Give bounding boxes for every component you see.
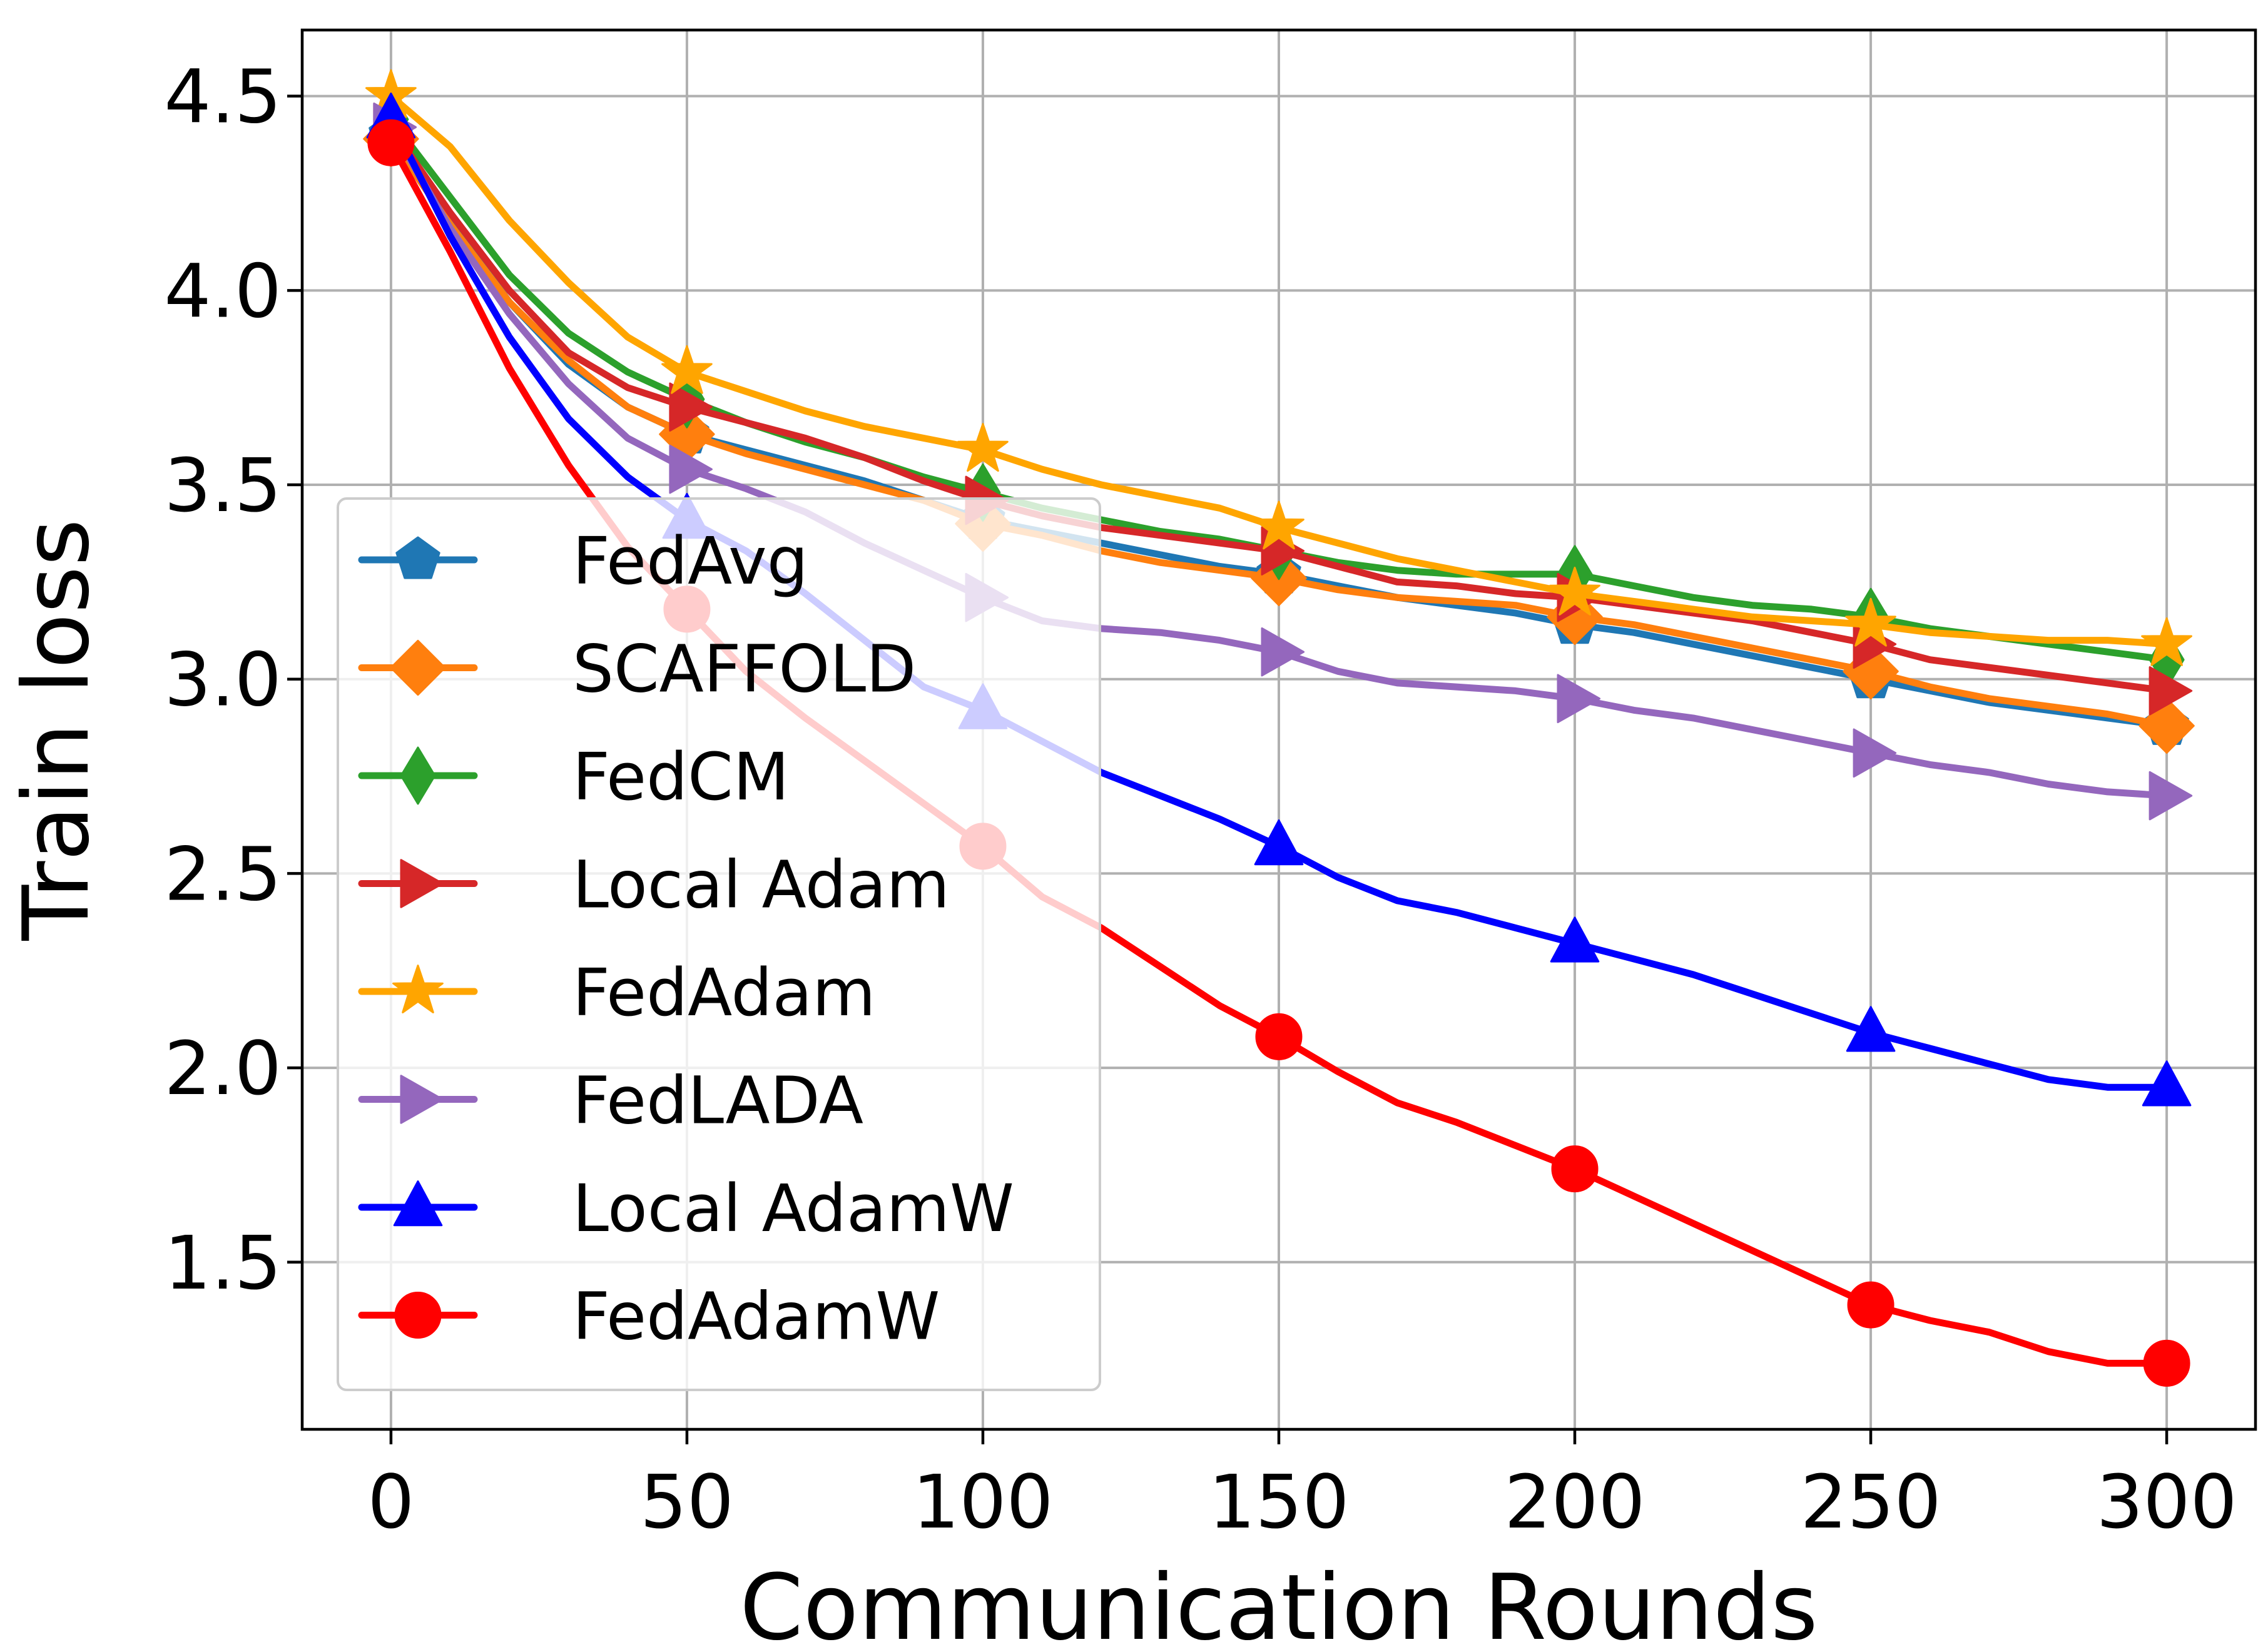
data-point-fedadam xyxy=(1845,597,1896,647)
data-point-local-adamw xyxy=(1254,819,1304,866)
data-point-fedadamw xyxy=(2143,1339,2190,1387)
data-point-fedlada xyxy=(1853,728,1897,778)
data-point-local-adamw xyxy=(1550,916,1600,963)
y-tick-label: 2.0 xyxy=(164,1025,282,1112)
data-point-fedlada xyxy=(669,444,713,494)
y-tick-label: 4.0 xyxy=(164,248,282,334)
legend-item-local-adam: Local Adam xyxy=(358,847,950,923)
data-point-local-adam xyxy=(2148,666,2193,716)
data-point-scaffold xyxy=(1843,643,1899,699)
legend-item-fedavg: FedAvg xyxy=(358,523,808,599)
legend-label: FedCM xyxy=(572,739,789,815)
legend-marker xyxy=(400,1075,444,1124)
y-tick-label: 1.5 xyxy=(164,1220,282,1306)
legend-item-local-adamw: Local AdamW xyxy=(358,1170,1014,1247)
x-tick-label: 300 xyxy=(2096,1459,2237,1545)
legend-label: SCAFFOLD xyxy=(572,631,916,707)
data-point-fedadamw xyxy=(1551,1145,1599,1193)
y-tick-label: 3.5 xyxy=(164,442,282,529)
legend-frame xyxy=(337,497,1101,1391)
legend-label: FedLADA xyxy=(572,1063,863,1139)
x-tick-label: 150 xyxy=(1208,1459,1349,1545)
data-point-fedadam xyxy=(957,423,1009,472)
x-tick-label: 250 xyxy=(1800,1459,1941,1545)
data-point-fedadamw xyxy=(1255,1013,1303,1060)
y-tick-label: 4.5 xyxy=(164,54,282,140)
legend-label: FedAdamW xyxy=(572,1279,940,1355)
data-point-fedadam xyxy=(2141,617,2192,666)
legend-marker xyxy=(395,536,440,579)
data-point-fedadam xyxy=(661,345,713,394)
data-point-fedadam xyxy=(1253,500,1304,550)
data-point-local-adam xyxy=(669,382,713,432)
legend-item-fedadam: FedAdam xyxy=(358,955,876,1031)
data-point-fedlada xyxy=(1557,674,1601,724)
legend-item-fedcm: FedCM xyxy=(358,739,789,815)
y-axis-label: Train loss xyxy=(4,519,109,941)
legend-item-scaffold: SCAFFOLD xyxy=(358,631,916,707)
legend-marker xyxy=(390,639,446,696)
legend-marker xyxy=(400,859,444,908)
legend-label: FedAdam xyxy=(572,955,876,1031)
legend-marker xyxy=(400,746,436,805)
data-point-scaffold xyxy=(1547,589,1603,645)
data-point-fedlada xyxy=(1261,627,1305,677)
y-tick-label: 3.0 xyxy=(164,637,282,723)
legend: FedAvg SCAFFOLD FedCM Local Adam FedAdam FedL… xyxy=(337,497,1101,1391)
data-point-local-adamw xyxy=(2142,1060,2192,1107)
data-point-fedadamw xyxy=(367,119,415,166)
y-tick-label: 2.5 xyxy=(164,831,282,917)
x-tick-label: 100 xyxy=(912,1459,1053,1545)
legend-marker xyxy=(393,1180,443,1227)
legend-marker xyxy=(392,965,444,1013)
data-point-fedadamw xyxy=(1847,1281,1894,1329)
legend-item-fedadamw: FedAdamW xyxy=(358,1279,940,1355)
data-point-fedadam xyxy=(1549,567,1600,616)
legend-label: FedAvg xyxy=(572,523,808,599)
data-point-local-adamw xyxy=(1846,1006,1896,1052)
legend-marker xyxy=(394,1292,442,1339)
data-point-fedlada xyxy=(2148,771,2193,821)
x-tick-label: 200 xyxy=(1504,1459,1645,1545)
x-axis-label: Communication Rounds xyxy=(740,1555,1818,1647)
legend-label: Local AdamW xyxy=(572,1170,1014,1247)
x-tick-label: 0 xyxy=(367,1459,414,1545)
x-tick-label: 50 xyxy=(640,1459,734,1545)
legend-label: Local Adam xyxy=(572,847,950,923)
data-point-scaffold xyxy=(2138,697,2195,754)
legend-item-fedlada: FedLADA xyxy=(358,1063,863,1139)
axis-ticks: 0 50 100 150 200 250 300 1.5 2.0 2.5 3.0 3.5 4.0 4.5 xyxy=(164,54,2237,1545)
